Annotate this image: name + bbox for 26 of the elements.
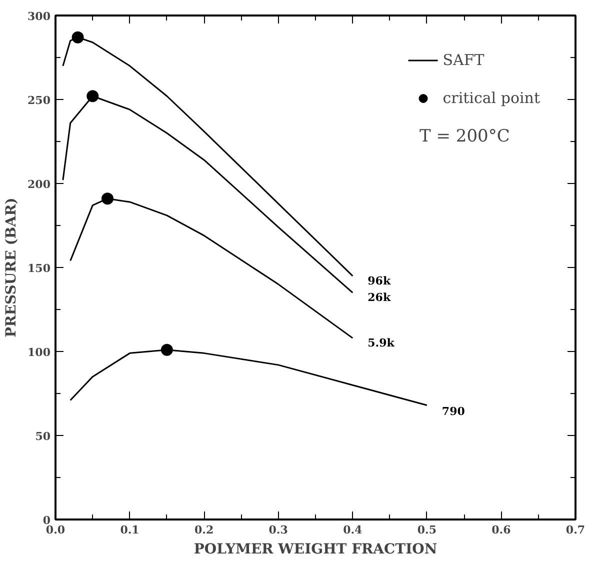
annotation: 790 (442, 404, 466, 418)
point (86, 90, 99, 102)
x-tick-label: 0.6 (492, 524, 512, 536)
x-tick-label: 0.1 (120, 524, 140, 536)
annotation: 26k (368, 291, 391, 304)
x-tick-label: 0.7 (566, 524, 586, 536)
x-axis-title: POLYMER WEIGHT FRACTION (194, 542, 438, 558)
legend-label: critical point (442, 89, 540, 107)
y-tick-label: 200 (28, 178, 51, 191)
y-tick-label: 250 (28, 94, 51, 107)
legend-label: SAFT (442, 51, 484, 69)
x-tick-label: 0.2 (194, 524, 214, 536)
y-tick-label: 50 (35, 430, 51, 443)
x-tick-label: 0.5 (417, 524, 436, 536)
x-tick-label: 0.4 (343, 524, 363, 536)
point (72, 31, 84, 44)
y-tick-label: 300 (28, 10, 51, 23)
y-tick-label: 150 (28, 262, 51, 275)
x-tick-label: 0.3 (268, 524, 288, 536)
point (160, 344, 173, 356)
annotation: T = 200°C (420, 126, 510, 147)
annotation: 5.9k (368, 336, 395, 350)
y-axis-title: PRESSURE (BAR) (4, 198, 20, 338)
annotation: 96k (368, 274, 391, 288)
y-tick-label: 100 (28, 346, 51, 359)
point (102, 192, 114, 205)
